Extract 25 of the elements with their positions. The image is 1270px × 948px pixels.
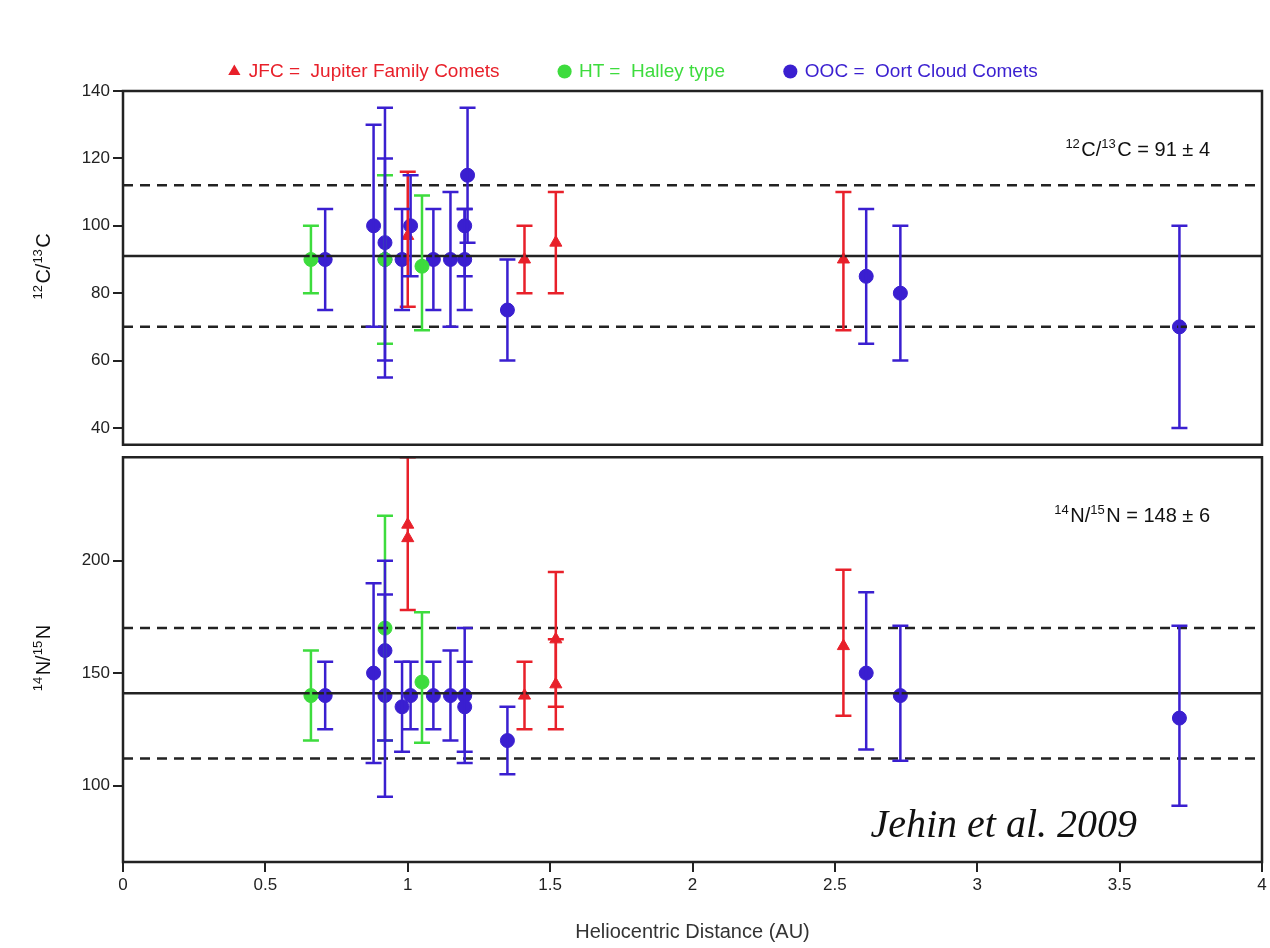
y-tick-label: 100	[81, 215, 110, 235]
y-tick-label: 140	[81, 80, 110, 100]
y-axis-title: 12C/13C	[30, 233, 54, 300]
x-tick-label: 0.5	[253, 874, 278, 894]
x-tick-label: 1	[403, 874, 413, 894]
x-tick-label: 4	[1257, 874, 1267, 894]
y-tick-label: 40	[91, 417, 110, 437]
legend-label: OOC = Oort Cloud Comets	[804, 59, 1038, 81]
y-tick-label: 60	[91, 350, 110, 370]
x-tick-label: 3.5	[1107, 874, 1132, 894]
x-axis-title: Heliocentric Distance (AU)	[575, 919, 810, 942]
legend-label: JFC = Jupiter Family Comets	[248, 59, 500, 81]
y-tick-label: 200	[81, 550, 110, 570]
x-tick-label: 2	[687, 874, 698, 894]
y-tick-label: 120	[81, 148, 110, 168]
y-tick-label: 100	[81, 775, 110, 795]
y-tick-label: 150	[81, 662, 110, 682]
y-axis-title: 14N/15N	[30, 624, 54, 692]
y-tick-label: 80	[91, 282, 110, 302]
x-tick-label: 1.5	[538, 874, 562, 894]
x-tick-label: 0	[118, 874, 128, 894]
x-tick-label: 2.5	[823, 874, 847, 894]
annotation: Jehin et al. 2009	[870, 801, 1138, 846]
legend-label: HT = Halley type	[579, 59, 725, 81]
x-tick-label: 3	[972, 874, 982, 894]
